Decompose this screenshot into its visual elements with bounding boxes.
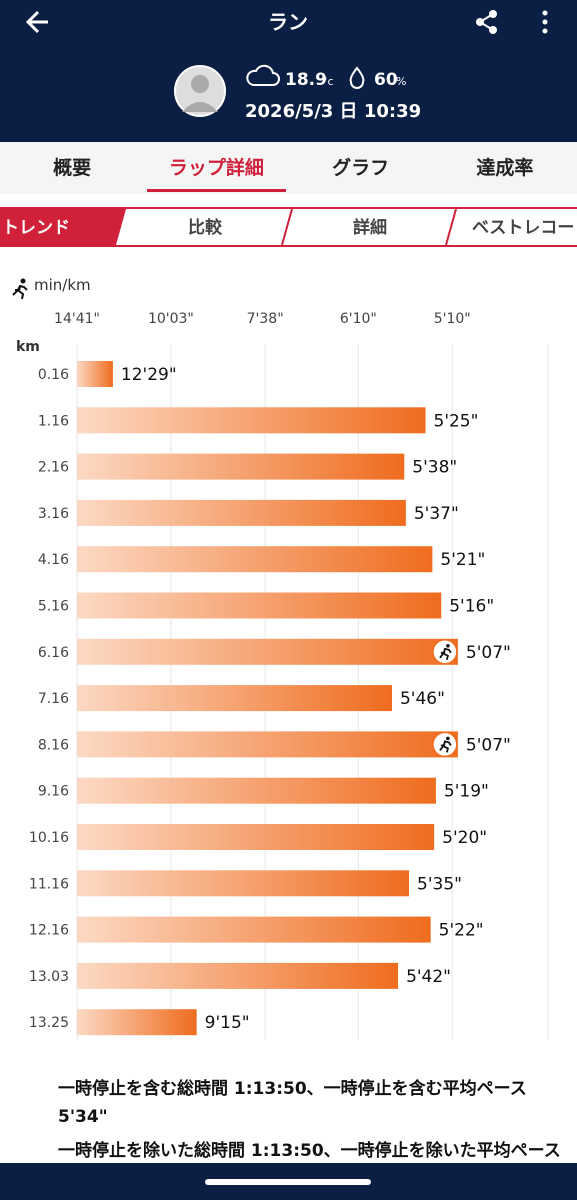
bar — [77, 361, 113, 387]
subtab[interactable]: ベストレコー — [472, 218, 574, 238]
header: ラン 18.9 °c 60 % 2026/5/3 日 10:39 — [0, 0, 577, 142]
bar — [77, 685, 392, 712]
y-tick-label: 6.16 — [38, 645, 69, 661]
y-tick-label: 5.16 — [38, 599, 69, 615]
bar — [77, 638, 458, 665]
humidity-icon — [349, 66, 365, 89]
subtab-divider — [281, 209, 293, 245]
value-label: 5'07" — [466, 735, 511, 755]
summary-line: 一時停止を除いた総時間 1:13:50、一時停止を除いた平均ペース 5'34" — [58, 1141, 561, 1161]
temperature-unit: °c — [322, 75, 334, 88]
tab[interactable]: 達成率 — [476, 157, 534, 179]
subtab-active-bg — [0, 209, 126, 245]
best-icon — [432, 731, 458, 758]
y-tick-label: 7.16 — [38, 691, 69, 707]
cloud-icon — [246, 64, 280, 86]
bar — [77, 916, 431, 943]
value-label: 5'37" — [414, 504, 459, 524]
y-tick-label: 1.16 — [38, 413, 69, 429]
value-label: 5'25" — [434, 411, 479, 431]
y-tick-label: 2.16 — [38, 460, 69, 476]
value-label: 5'35" — [417, 874, 462, 894]
run-icon — [12, 278, 28, 300]
summary: 一時停止を含む総時間 1:13:50、一時停止を含む平均ペース 5'34" 一時… — [58, 1075, 568, 1163]
x-tick-label: 10'03" — [148, 311, 194, 327]
bar — [77, 1009, 197, 1036]
x-tick-label: 14'41" — [54, 311, 100, 327]
nav-bar — [0, 1163, 577, 1200]
y-tick-label: 11.16 — [29, 876, 69, 892]
humidity-unit: % — [396, 75, 406, 88]
value-label: 5'19" — [444, 782, 489, 802]
tab-active[interactable]: ラップ詳細 — [144, 142, 288, 194]
value-label: 5'22" — [439, 921, 484, 941]
y-tick-label: 9.16 — [38, 784, 69, 800]
x-axis-label: min/km — [34, 276, 91, 294]
header-graphics: ラン 18.9 °c 60 % 2026/5/3 日 10:39 — [25, 10, 548, 122]
x-tick-label: 7'38" — [247, 311, 284, 327]
datetime: 2026/5/3 日 10:39 — [245, 101, 421, 122]
subtab[interactable]: 詳細 — [353, 217, 387, 238]
value-label: 5'20" — [442, 828, 487, 848]
y-tick-label: 0.16 — [38, 367, 69, 383]
humidity: 60 — [374, 70, 398, 90]
share-button[interactable] — [476, 10, 497, 34]
y-axis-label: km — [16, 339, 40, 355]
x-tick-label: 6'10" — [340, 311, 377, 327]
y-tick-label: 3.16 — [38, 506, 69, 522]
home-indicator[interactable] — [205, 1179, 371, 1185]
bar — [77, 824, 435, 850]
subtab-graphics: トレンド 比較 詳細 ベストレコー — [0, 209, 574, 245]
bar — [77, 592, 442, 619]
y-tick-label: 10.16 — [29, 830, 69, 846]
best-icon-head — [446, 644, 450, 648]
chart: min/km km 14'41" 10'03" 7'38" 6'10" 5'10" 0.1… — [12, 276, 549, 1040]
y-tick-label: 13.25 — [29, 1015, 69, 1031]
bar — [77, 407, 426, 434]
y-tick-label: 13.03 — [29, 969, 69, 985]
summary-line: 一時停止を含む総時間 1:13:50、一時停止を含む平均ペース 5'34" — [58, 1079, 527, 1127]
x-tick-label: 5'10" — [434, 311, 471, 327]
tab-bar: 概要 ラップ詳細 グラフ 達成率 — [0, 142, 577, 194]
value-label: 5'42" — [406, 967, 451, 987]
bar — [77, 962, 399, 989]
bar — [77, 870, 410, 897]
best-icon — [432, 639, 458, 665]
bar — [77, 731, 458, 758]
best-icon-head — [446, 736, 450, 741]
value-label: 12'29" — [121, 365, 177, 385]
best-icon-runner — [439, 647, 452, 661]
y-tick-label: 4.16 — [38, 552, 69, 568]
bar — [77, 546, 433, 573]
value-label: 5'46" — [400, 689, 445, 709]
value-label: 5'16" — [449, 597, 494, 617]
value-label: 5'38" — [412, 458, 457, 478]
avatar-head — [191, 75, 209, 93]
subtab[interactable]: 比較 — [188, 217, 223, 238]
value-label: 5'07" — [466, 643, 511, 663]
y-tick-label: 12.16 — [29, 923, 69, 939]
y-tick-label: 8.16 — [38, 737, 69, 753]
back-button[interactable] — [25, 10, 48, 34]
tab[interactable]: 概要 — [53, 157, 92, 179]
subtab-divider — [445, 209, 457, 245]
menu-button[interactable] — [542, 10, 548, 34]
tab[interactable]: グラフ — [332, 157, 390, 179]
bar — [77, 499, 406, 526]
value-label: 5'21" — [440, 550, 485, 570]
bar — [77, 777, 436, 804]
temperature: 18.9 — [285, 70, 327, 90]
value-label: 9'15" — [205, 1013, 250, 1033]
subtab[interactable]: トレンド — [2, 218, 70, 238]
title: ラン — [268, 10, 308, 34]
best-icon-runner — [439, 740, 452, 753]
bar — [77, 453, 405, 480]
subtab-bar: トレンド 比較 詳細 ベストレコー — [0, 207, 577, 247]
avatar-body — [182, 102, 218, 112]
